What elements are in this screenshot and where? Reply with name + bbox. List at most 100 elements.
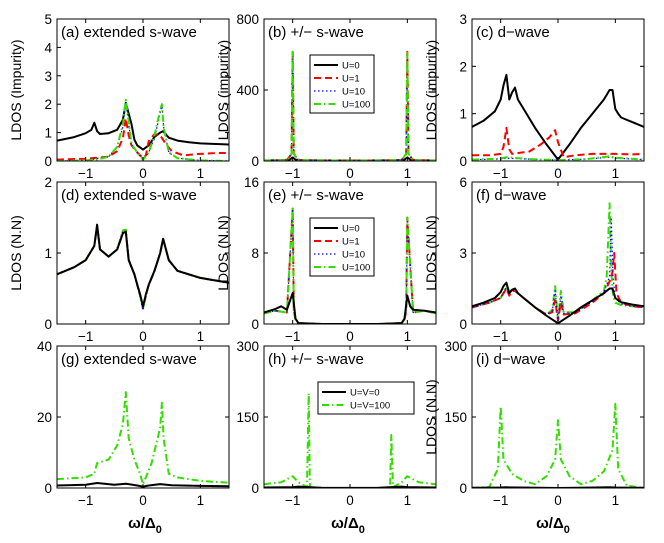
panel-h-label: (h) +/− s-wave — [268, 351, 364, 368]
series-line-u-v-100 — [57, 391, 229, 486]
legend-entry: U=V=100 — [350, 401, 390, 412]
series-line-u-0 — [472, 281, 644, 324]
x-tick-label: −1 — [493, 493, 508, 508]
y-tick-label: 1 — [459, 107, 467, 122]
legend-entry: U=10 — [342, 250, 365, 261]
x-tick-label: 1 — [197, 329, 205, 344]
panel-i: −1 0 1 0 150 300 (i) d−wave LDOS (N.N) — [423, 339, 645, 508]
panel-b-legend: U=0 U=1 U=10 U=100 — [309, 54, 375, 114]
series-line-u-100 — [57, 98, 229, 161]
panels-group: −1 0 1 0 1 2 3 4 5 (a) extended s-wave LDOS (Impur… — [8, 12, 645, 508]
y-tick-label: 20 — [37, 410, 52, 425]
x-tick-label: 0 — [346, 329, 354, 344]
x-tick-label: −1 — [78, 166, 93, 181]
panel-h-legend: U=V=0 U=V=100 — [317, 381, 415, 415]
x-tick-label: −1 — [78, 493, 93, 508]
series-line-u-0 — [472, 73, 644, 161]
x-tick-label: 1 — [404, 493, 412, 508]
y-tick-label: 0 — [459, 481, 467, 496]
x-tick-label: −1 — [285, 493, 300, 508]
y-tick-label: 8 — [251, 246, 259, 261]
panel-d-series — [57, 223, 229, 310]
y-tick-label: 5 — [44, 12, 52, 27]
series-line-u-10 — [57, 225, 229, 310]
y-tick-label: 300 — [444, 339, 467, 354]
x-tick-label: 0 — [554, 493, 562, 508]
xlabel-main-right: ω/Δ — [536, 515, 564, 532]
series-line-u-0 — [264, 291, 436, 324]
x-tick-label: 0 — [554, 166, 562, 181]
x-tick-label: −1 — [493, 166, 508, 181]
y-tick-label: 3 — [459, 12, 467, 27]
legend-entry: U=V=0 — [350, 388, 380, 399]
y-tick-label: 1 — [44, 246, 52, 261]
xlabel-sub-middle: 0 — [359, 524, 365, 536]
y-tick-label: 0 — [44, 481, 52, 496]
panel-f-series — [472, 202, 644, 324]
panel-g-series — [57, 391, 229, 488]
panel-b-ylabel: LDOS (impurity) — [215, 40, 231, 140]
x-tick-label: 0 — [139, 493, 147, 508]
panel-b-label: (b) +/− s-wave — [268, 24, 364, 41]
x-axis-label-right: ω/Δ0 — [536, 515, 570, 536]
x-tick-label: 0 — [139, 166, 147, 181]
xlabel-main-left: ω/Δ — [128, 515, 156, 532]
panel-a-ylabel: LDOS (Impurity) — [8, 39, 24, 140]
panel-a-series — [57, 98, 229, 161]
svg-text:ω/Δ0: ω/Δ0 — [331, 515, 365, 536]
series-line-u-100 — [57, 226, 229, 310]
x-tick-label: 1 — [612, 493, 620, 508]
panel-e-ylabel: LDOS (N.N) — [215, 215, 231, 290]
panel-e-legend: U=0 U=1 U=10 U=100 — [309, 217, 375, 277]
series-line-u-100 — [264, 207, 436, 324]
y-tick-label: 0 — [459, 317, 467, 332]
panel-a-label: (a) extended s-wave — [61, 24, 197, 41]
y-tick-label: 1 — [44, 126, 52, 141]
series-line-u-v-100 — [472, 402, 644, 488]
series-line-u-1 — [57, 117, 229, 161]
panel-d-label: (d) extended s-wave — [61, 187, 197, 204]
y-tick-label: 6 — [459, 175, 467, 190]
panel-d-ylabel: LDOS (N.N) — [8, 215, 24, 290]
panel-f: −1 0 1 0 3 6 (f) d−wave LDOS (N.N) — [423, 175, 645, 344]
series-line-u-0 — [57, 101, 229, 151]
y-tick-label: 0 — [251, 317, 259, 332]
panel-i-ylabel: LDOS (N.N) — [423, 379, 439, 454]
panel-h: −1 0 1 0 150 300 (h) +/− s-wave U=V=0 U=V=100 — [236, 339, 437, 508]
series-line-u-0 — [57, 223, 229, 308]
y-tick-label: 3 — [44, 69, 52, 84]
x-tick-label: 0 — [346, 493, 354, 508]
panel-e-label: (e) +/− s-wave — [268, 187, 364, 204]
y-tick-label: 0 — [44, 317, 52, 332]
x-tick-label: 1 — [197, 493, 205, 508]
x-tick-label: −1 — [493, 329, 508, 344]
x-tick-label: 1 — [404, 166, 412, 181]
x-tick-label: 1 — [612, 329, 620, 344]
panel-d: −1 0 1 0 1 2 (d) extended s-wave LDOS (N.N) — [8, 175, 230, 344]
series-line-u-1 — [57, 225, 229, 310]
panel-c-ylabel: LDOS (impurity) — [423, 40, 439, 140]
xlabel-main-middle: ω/Δ — [331, 515, 359, 532]
y-tick-label: 4 — [44, 40, 52, 55]
legend-entry: U=10 — [342, 87, 365, 98]
series-line-u-10 — [57, 100, 229, 161]
series-line-u-v-0 — [57, 482, 229, 488]
panel-c: −1 0 1 0 1 2 3 (c) d−wave LDOS (impurity) — [423, 12, 645, 181]
panel-i-series — [472, 402, 644, 488]
series-line-u-1 — [472, 126, 644, 159]
panel-f-ylabel: LDOS (N.N) — [423, 215, 439, 290]
panel-g-label: (g) extended s-wave — [61, 351, 197, 368]
y-tick-label: 2 — [44, 175, 52, 190]
xlabel-sub-left: 0 — [156, 524, 162, 536]
legend-entry: U=0 — [342, 61, 360, 72]
x-tick-label: 0 — [554, 329, 562, 344]
y-tick-label: 300 — [236, 339, 259, 354]
x-tick-label: 1 — [612, 166, 620, 181]
x-tick-label: 1 — [404, 329, 412, 344]
y-tick-label: 2 — [459, 59, 467, 74]
panel-c-series — [472, 73, 644, 161]
y-tick-label: 16 — [244, 175, 259, 190]
x-tick-label: −1 — [78, 329, 93, 344]
svg-text:ω/Δ0: ω/Δ0 — [536, 515, 570, 536]
